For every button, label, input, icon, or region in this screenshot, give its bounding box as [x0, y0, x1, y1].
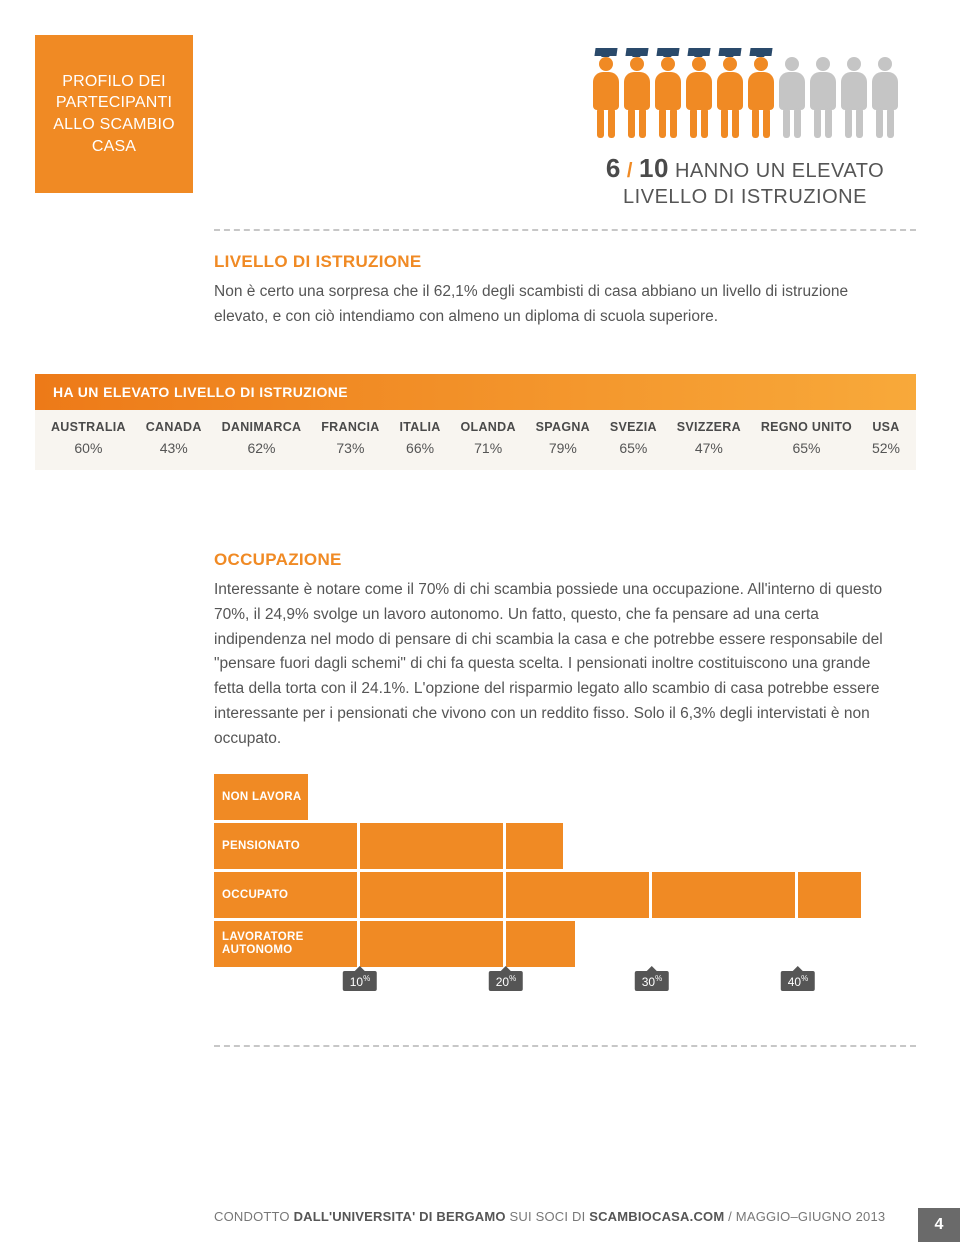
pictogram-people	[590, 50, 900, 140]
country-name: CANADA	[140, 420, 208, 434]
bar-segment	[506, 823, 563, 869]
country-name: SVEZIA	[604, 420, 663, 434]
country-value: 52%	[866, 440, 906, 456]
country-name: SPAGNA	[530, 420, 596, 434]
table-column: ITALIA 66%	[390, 420, 451, 456]
country-value: 71%	[455, 440, 522, 456]
page-number: 4	[918, 1208, 960, 1242]
person-educated-icon	[684, 50, 714, 140]
occupation-section: OCCUPAZIONE Interessante è notare come i…	[214, 550, 904, 752]
bar-row: LAVORATOREAUTONOMO	[214, 921, 864, 967]
table-column: USA 52%	[862, 420, 910, 456]
table-column: SVIZZERA 47%	[667, 420, 751, 456]
country-value: 65%	[604, 440, 663, 456]
country-value: 79%	[530, 440, 596, 456]
country-name: REGNO UNITO	[755, 420, 858, 434]
country-name: OLANDA	[455, 420, 522, 434]
bar-row: NON LAVORA	[214, 774, 864, 820]
person-educated-icon	[653, 50, 683, 140]
table-column: DANIMARCA 62%	[212, 420, 312, 456]
pictogram-line2: LIVELLO DI ISTRUZIONE	[623, 186, 867, 208]
footer-credit: CONDOTTO DALL'UNIVERSITA' DI BERGAMO SUI…	[214, 1209, 916, 1224]
table-column: OLANDA 71%	[451, 420, 526, 456]
bar-segment	[506, 872, 649, 918]
axis-tick: 20%	[489, 971, 523, 991]
bar-segment	[506, 921, 575, 967]
person-grey-icon	[870, 50, 900, 140]
person-educated-icon	[715, 50, 745, 140]
divider	[214, 229, 916, 231]
person-grey-icon	[839, 50, 869, 140]
bar-label-segment: PENSIONATO	[214, 823, 357, 869]
axis-tick: 10%	[343, 971, 377, 991]
education-country-table: HA UN ELEVATO LIVELLO DI ISTRUZIONE AUST…	[35, 374, 916, 470]
table-column: AUSTRALIA 60%	[41, 420, 136, 456]
education-title: LIVELLO DI ISTRUZIONE	[214, 252, 904, 272]
country-value: 47%	[671, 440, 747, 456]
education-section: LIVELLO DI ISTRUZIONE Non è certo una so…	[214, 252, 904, 330]
table-column: REGNO UNITO 65%	[751, 420, 862, 456]
axis-tick: 30%	[635, 971, 669, 991]
person-educated-icon	[591, 50, 621, 140]
country-value: 60%	[45, 440, 132, 456]
table-column: FRANCIA 73%	[311, 420, 389, 456]
country-value: 62%	[216, 440, 308, 456]
pictogram-numerator: 6	[606, 153, 621, 183]
country-value: 73%	[315, 440, 385, 456]
bar-row: OCCUPATO	[214, 872, 864, 918]
bar-segment	[360, 872, 503, 918]
chart-axis: 10% 20% 30% 40%	[214, 971, 864, 1001]
bar-row: PENSIONATO	[214, 823, 864, 869]
pictogram-denominator: 10	[639, 153, 669, 183]
education-body: Non è certo una sorpresa che il 62,1% de…	[214, 280, 904, 330]
table-header: HA UN ELEVATO LIVELLO DI ISTRUZIONE	[35, 374, 916, 410]
person-grey-icon	[808, 50, 838, 140]
occupation-body: Interessante è notare come il 70% di chi…	[214, 578, 904, 752]
bar-segment	[360, 823, 503, 869]
bar-label-segment: OCCUPATO	[214, 872, 357, 918]
country-value: 43%	[140, 440, 208, 456]
table-column: CANADA 43%	[136, 420, 212, 456]
country-name: USA	[866, 420, 906, 434]
bar-label-segment: NON LAVORA	[214, 774, 308, 820]
country-name: AUSTRALIA	[45, 420, 132, 434]
country-value: 66%	[394, 440, 447, 456]
occupation-title: OCCUPAZIONE	[214, 550, 904, 570]
country-name: DANIMARCA	[216, 420, 308, 434]
pictogram-line1-rest: HANNO UN ELEVATO	[669, 160, 884, 182]
bar-segment	[798, 872, 861, 918]
pictogram-caption: 6 / 10 HANNO UN ELEVATO LIVELLO DI ISTRU…	[590, 152, 900, 210]
profile-header-box: PROFILO DEI PARTECIPANTI ALLO SCAMBIO CA…	[35, 35, 193, 193]
person-grey-icon	[777, 50, 807, 140]
table-body: AUSTRALIA60%CANADA43%DANIMARCA62%FRANCIA…	[35, 410, 916, 470]
country-name: FRANCIA	[315, 420, 385, 434]
person-educated-icon	[622, 50, 652, 140]
country-name: SVIZZERA	[671, 420, 747, 434]
axis-tick: 40%	[781, 971, 815, 991]
table-column: SPAGNA 79%	[526, 420, 600, 456]
country-name: ITALIA	[394, 420, 447, 434]
bar-label-segment: LAVORATOREAUTONOMO	[214, 921, 357, 967]
education-pictogram: 6 / 10 HANNO UN ELEVATO LIVELLO DI ISTRU…	[590, 50, 900, 210]
pictogram-slash: /	[627, 160, 633, 182]
country-value: 65%	[755, 440, 858, 456]
bar-segment	[360, 921, 503, 967]
occupation-bar-chart: NON LAVORAPENSIONATOOCCUPATOLAVORATOREAU…	[214, 774, 864, 1001]
divider	[214, 1045, 916, 1047]
table-column: SVEZIA 65%	[600, 420, 667, 456]
person-educated-icon	[746, 50, 776, 140]
bar-segment	[652, 872, 795, 918]
